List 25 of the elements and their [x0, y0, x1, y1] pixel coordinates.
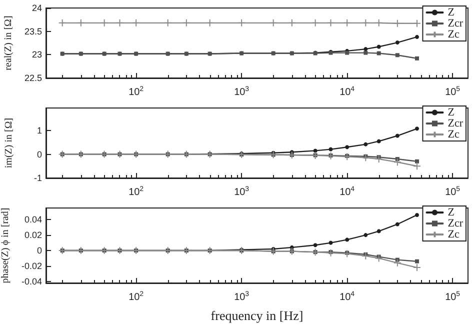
- y-tick-label: 0: [36, 149, 42, 160]
- legend-label: Zcr: [448, 18, 464, 30]
- legend-label: Zcr: [448, 218, 464, 230]
- legend-label: Zc: [448, 28, 460, 40]
- legend-label: Zc: [448, 128, 460, 140]
- y-tick-label: -0.02: [21, 260, 42, 271]
- y-tick-label: -1: [34, 173, 42, 183]
- legend-label: Z: [448, 6, 455, 18]
- y-axis-title: im(Z) in [Ω]: [4, 118, 14, 168]
- y-tick-label: 0.02: [24, 230, 42, 240]
- y-tick-label: -0.04: [21, 276, 42, 286]
- y-tick-label: 23: [32, 50, 42, 60]
- legend-label: Z: [448, 206, 455, 218]
- y-axis-title: real(Z) in [Ω]: [3, 16, 14, 70]
- y-tick-label: 24: [32, 3, 42, 13]
- y-tick-label: 0: [36, 246, 42, 256]
- legend-label: Zc: [448, 228, 460, 240]
- y-tick-label: 23.5: [24, 26, 42, 36]
- y-tick-label: 1: [36, 126, 42, 136]
- y-tick-label: 22.5: [24, 73, 42, 83]
- legend-label: Z: [448, 106, 455, 118]
- y-tick-label: 0.04: [24, 214, 42, 225]
- legend-label: Zcr: [448, 118, 464, 130]
- y-axis-title: phase(Z) ϕ in [rad]: [0, 208, 12, 284]
- x-axis-title: frequency in [Hz]: [210, 308, 304, 323]
